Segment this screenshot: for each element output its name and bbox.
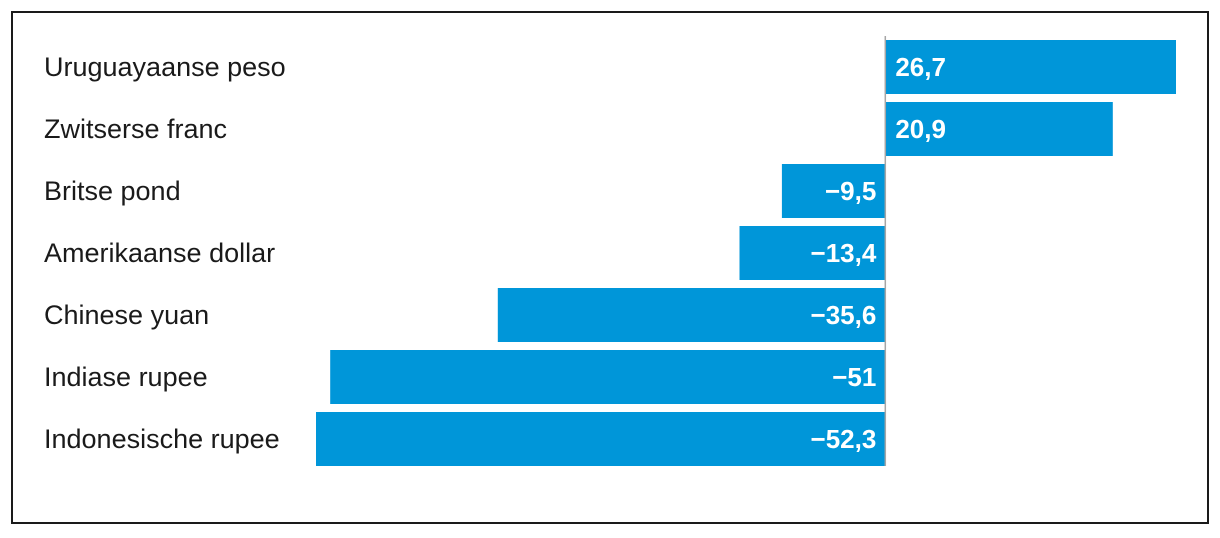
bar bbox=[316, 412, 886, 466]
category-label: Amerikaanse dollar bbox=[44, 238, 275, 268]
data-label: −52,3 bbox=[811, 424, 877, 454]
bars-layer bbox=[316, 40, 1176, 466]
category-label: Chinese yuan bbox=[44, 300, 209, 330]
bar bbox=[497, 288, 886, 342]
category-label: Britse pond bbox=[44, 176, 181, 206]
category-label: Uruguayaanse peso bbox=[44, 52, 286, 82]
bar bbox=[739, 226, 886, 280]
labels-layer: Uruguayaanse peso 26,7 Zwitserse franc 20,9… bbox=[44, 52, 946, 454]
data-label: −35,6 bbox=[811, 300, 877, 330]
bar bbox=[885, 102, 1113, 156]
data-label: −9,5 bbox=[825, 176, 876, 206]
data-label: −13,4 bbox=[811, 238, 877, 268]
bar bbox=[885, 40, 1176, 94]
category-label: Indiase rupee bbox=[44, 362, 208, 392]
data-label: −51 bbox=[832, 362, 876, 392]
category-label: Zwitserse franc bbox=[44, 114, 227, 144]
bar bbox=[330, 350, 886, 404]
bar bbox=[781, 164, 886, 218]
data-label: 26,7 bbox=[895, 52, 946, 82]
data-label: 20,9 bbox=[895, 114, 946, 144]
category-label: Indonesische rupee bbox=[44, 424, 280, 454]
